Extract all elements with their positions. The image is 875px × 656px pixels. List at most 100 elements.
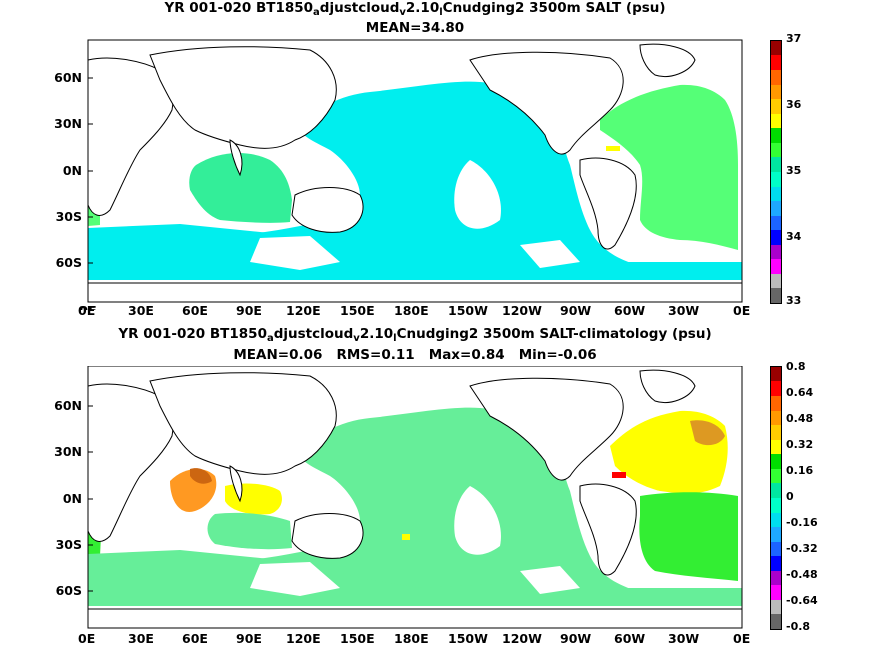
lon-tick-label: 30E [128, 631, 154, 646]
lat-tick-label: 0N [63, 491, 82, 506]
ocean-field [88, 81, 742, 280]
lat-tick-label: 60N [54, 70, 82, 85]
ocean-field [88, 407, 742, 606]
colorbar-swatch [771, 556, 781, 571]
colorbar-swatch [771, 585, 781, 600]
colorbar-swatch [771, 288, 781, 303]
lon-tick-label: 120W [502, 631, 542, 646]
panel1-colorbar-labels: 37 36 35 34 33 [786, 32, 826, 312]
colorbar-label: 34 [786, 230, 802, 243]
colorbar-swatch [771, 244, 781, 260]
colorbar-swatch [771, 157, 781, 172]
colorbar-swatch [771, 512, 781, 528]
panel2-colorbar-labels: 0.8 0.64 0.48 0.32 0.16 0 -0.16 -0.32 -0… [786, 360, 830, 640]
colorbar-label: -0.16 [786, 516, 818, 529]
lon-tick-label: 120E [286, 303, 321, 318]
panel2-colorbar [770, 366, 782, 630]
colorbar-swatch [771, 454, 781, 469]
colorbar-swatch [771, 439, 781, 455]
lon-tick-label: 90E [236, 303, 262, 318]
lon-tick-label: 120E [286, 631, 321, 646]
lon-tick-label: 150W [448, 303, 488, 318]
colorbar-swatch [771, 142, 781, 158]
colorbar-label: -0.32 [786, 542, 818, 555]
lon-tick-label: 30W [668, 303, 700, 318]
lat-tick-label: 0N [63, 163, 82, 178]
lon-tick-label: 150E [340, 303, 375, 318]
colorbar-label: 0 [786, 490, 794, 503]
lat-tick-label: 60S [56, 255, 82, 270]
colorbar-swatch [771, 381, 781, 396]
lat-tick-label: 30N [54, 444, 82, 459]
coastlines [87, 369, 743, 629]
colorbar-label: 36 [786, 98, 802, 111]
colorbar-swatch [771, 55, 781, 70]
colorbar-swatch [771, 468, 781, 484]
lon-tick-label: 180E [394, 631, 429, 646]
lon-tick-label: 0E [79, 303, 96, 310]
panel1-stats: MEAN=34.80 [365, 20, 465, 36]
colorbar-swatch [771, 171, 781, 187]
lat-tick-label: 60N [54, 398, 82, 413]
colorbar-label: 35 [786, 164, 802, 177]
panel2-title: YR 001-020 BT1850adjustcloudv2.10lCnudgi… [118, 326, 712, 344]
colorbar-swatch [771, 84, 781, 100]
panel2-difference-map: 60N 30N 0N 30S 60S [54, 366, 743, 629]
colorbar-label: -0.64 [786, 594, 818, 607]
colorbar-label: 0.32 [786, 438, 814, 451]
colorbar-label: 0.8 [786, 360, 806, 373]
colorbar-swatch [771, 70, 781, 85]
colorbar-swatch [771, 483, 781, 498]
colorbar-swatch [771, 215, 781, 231]
colorbar-swatch [771, 570, 781, 586]
colorbar-swatch [771, 541, 781, 557]
lat-tick-label: 30S [56, 209, 82, 224]
map-frame [87, 39, 743, 303]
lon-tick-label: 90E [236, 631, 262, 646]
colorbar-swatch [771, 396, 781, 411]
colorbar-swatch [771, 366, 781, 382]
colorbar-swatch [771, 113, 781, 129]
colorbar-swatch [771, 273, 781, 289]
colorbar-label: 0.16 [786, 464, 814, 477]
lon-tick-label: 60W [614, 303, 646, 318]
lon-tick-label: 0E [78, 631, 96, 646]
colorbar-swatch [771, 128, 781, 143]
colorbar-swatch [771, 99, 781, 114]
map-frame [87, 366, 743, 629]
colorbar-label: 33 [786, 294, 802, 307]
panel1-title: YR 001-020 BT1850adjustcloudv2.10lCnudgi… [164, 0, 666, 18]
colorbar-label: -0.48 [786, 568, 818, 581]
colorbar-label: -0.8 [786, 620, 811, 633]
panel1-colorbar [770, 40, 782, 304]
lon-tick-label: 150W [448, 631, 488, 646]
lat-tick-label: 30N [54, 116, 82, 131]
colorbar-swatch [771, 599, 781, 615]
colorbar-swatch [771, 425, 781, 440]
panel2-stats: MEAN=0.06 RMS=0.11 Max=0.84 Min=-0.06 [233, 347, 597, 363]
colorbar-label: 37 [786, 32, 802, 45]
colorbar-swatch [771, 527, 781, 542]
panel1-lon-ticks: 0E 30E 60E 90E 120E 150E 180E 150W 120W … [0, 302, 875, 318]
coastlines [87, 43, 743, 303]
colorbar-swatch [771, 259, 781, 274]
colorbar-label: 0.64 [786, 386, 814, 399]
lon-tick-label: 60W [614, 631, 646, 646]
lon-tick-label: 120W [502, 303, 542, 318]
colorbar-swatch [771, 410, 781, 426]
panel2-lon-ticks: 0E 30E 60E 90E 120E 150E 180E 150W 120W … [0, 630, 875, 646]
panel1-salinity-map: 60N 30N 0N 30S 60S 0E [54, 39, 743, 310]
lon-tick-label: 150E [340, 631, 375, 646]
colorbar-label: 0.48 [786, 412, 814, 425]
lon-tick-label: 0E [733, 631, 751, 646]
lon-tick-label: 90W [560, 631, 592, 646]
colorbar-swatch [771, 230, 781, 245]
lon-tick-label: 60E [182, 303, 208, 318]
lon-tick-label: 30E [128, 303, 154, 318]
colorbar-swatch [771, 186, 781, 202]
colorbar-swatch [771, 40, 781, 56]
lon-tick-label: 60E [182, 631, 208, 646]
colorbar-swatch [771, 201, 781, 216]
colorbar-swatch [771, 614, 781, 629]
lon-tick-label: 90W [560, 303, 592, 318]
